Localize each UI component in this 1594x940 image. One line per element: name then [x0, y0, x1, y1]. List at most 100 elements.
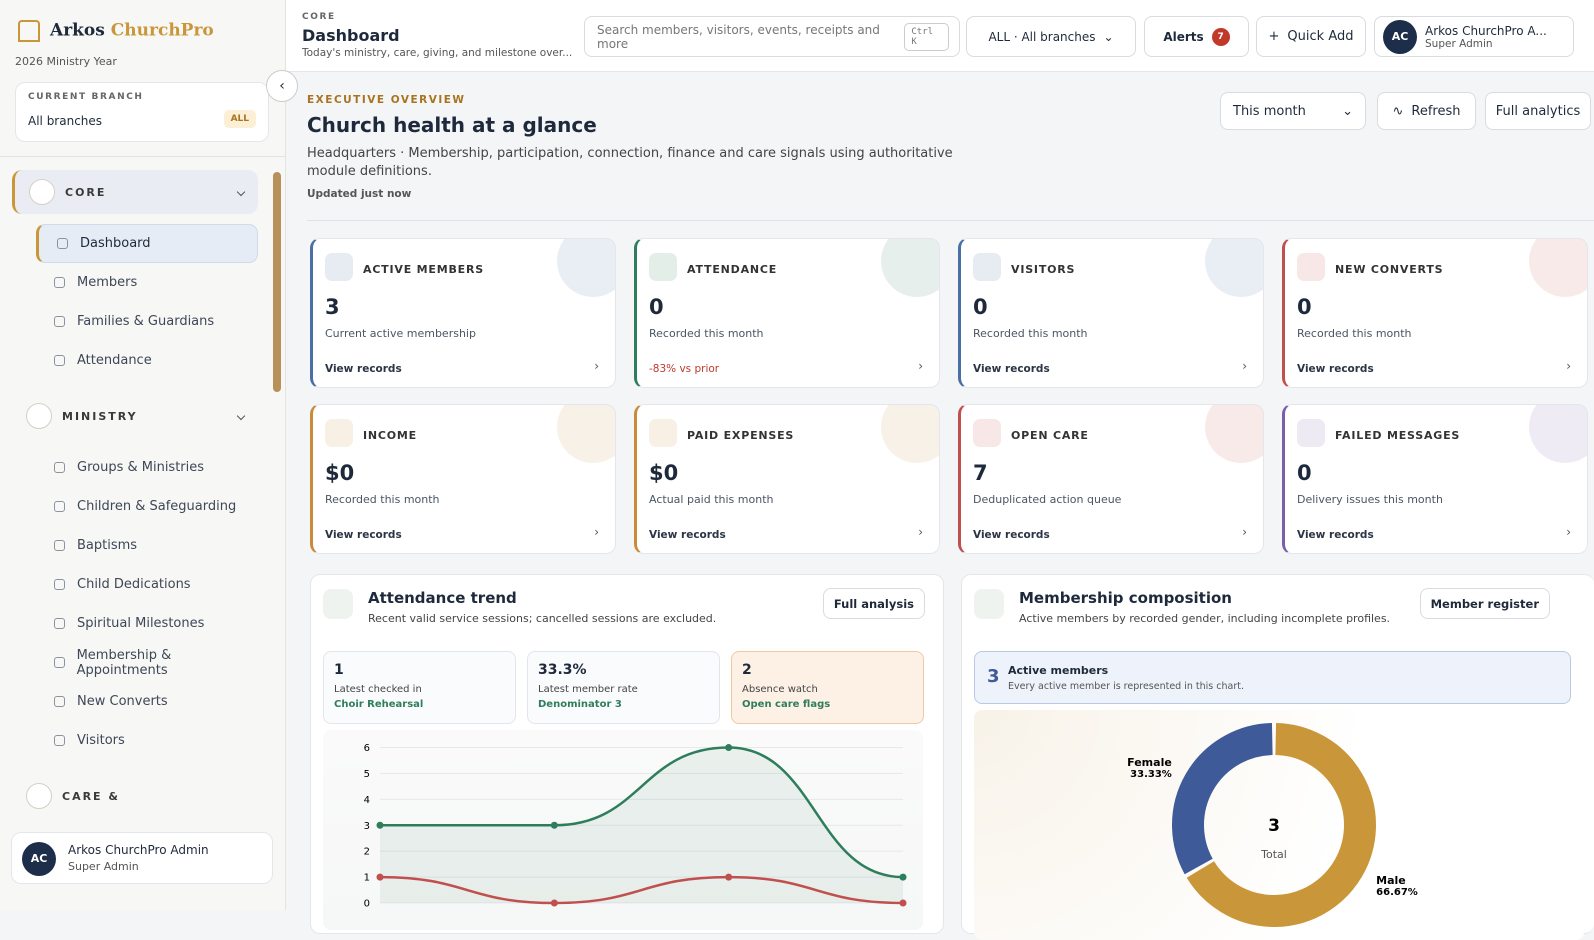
nav-icon — [54, 618, 65, 629]
overview-updated: Updated just now — [307, 188, 412, 200]
kpi-card[interactable]: OPEN CARE 7 Deduplicated action queue View … — [958, 404, 1264, 554]
chevron: › — [918, 525, 923, 539]
nav-icon — [54, 462, 65, 473]
kpi-value: 0 — [1297, 461, 1312, 485]
nav-item[interactable]: Spiritual Milestones — [36, 604, 258, 643]
chevron: › — [1566, 525, 1571, 539]
kpi-icon — [973, 419, 1001, 447]
navigation: CORE Dashboard Members Families & Guardians… — [0, 170, 286, 818]
refresh-label: Refresh — [1411, 103, 1461, 119]
kpi-link[interactable]: View records — [325, 529, 402, 541]
kpi-link[interactable]: View records — [1297, 529, 1374, 541]
kpi-icon — [973, 253, 1001, 281]
quick-add-button[interactable]: + Quick Add — [1256, 16, 1366, 57]
donut-total: 3 — [1268, 816, 1280, 836]
panel-button[interactable]: Full analysis — [822, 588, 925, 619]
nav-section[interactable]: CORE — [12, 170, 258, 214]
kpi-blob — [1529, 239, 1587, 297]
chevron: › — [594, 525, 599, 539]
kpi-label: OPEN CARE — [1011, 429, 1089, 442]
kpi-link[interactable]: View records — [973, 363, 1050, 375]
kpi-card[interactable]: ACTIVE MEMBERS 3 Current active membership… — [310, 238, 616, 388]
nav-item[interactable]: Child Dedications — [36, 565, 258, 604]
y-tick-label: 4 — [364, 795, 370, 806]
user-card[interactable]: AC Arkos ChurchPro Admin Super Admin — [11, 832, 273, 884]
search-box[interactable]: Search members, visitors, events, receip… — [584, 16, 960, 57]
branch-select[interactable]: ALL · All branches ⌄ — [966, 16, 1136, 57]
donut-label: Male — [1376, 874, 1406, 887]
sidebar: Arkos ChurchPro 2026 Ministry Year CURRE… — [0, 0, 298, 910]
kpi-value: 3 — [325, 295, 340, 319]
kpi-label: ATTENDANCE — [687, 263, 778, 276]
nav-item[interactable]: Groups & Ministries — [36, 448, 258, 487]
kpi-card[interactable]: NEW CONVERTS 0 Recorded this month View rec… — [1282, 238, 1588, 388]
kpi-label: NEW CONVERTS — [1335, 263, 1444, 276]
kpi-link[interactable]: View records — [1297, 363, 1374, 375]
nav-item[interactable]: Attendance — [36, 341, 258, 380]
stat-value: 33.3% — [538, 662, 587, 678]
avatar: AC — [22, 842, 56, 876]
nav-icon — [54, 696, 65, 707]
kpi-card[interactable]: VISITORS 0 Recorded this month View records… — [958, 238, 1264, 388]
alerts-button[interactable]: Alerts 7 — [1144, 16, 1249, 57]
kpi-icon — [325, 253, 353, 281]
user-menu[interactable]: AC Arkos ChurchPro A... Super Admin — [1374, 16, 1574, 57]
nav-icon — [54, 316, 65, 327]
user-name: Arkos ChurchPro A... — [1425, 23, 1547, 38]
point — [376, 873, 384, 881]
area — [380, 747, 903, 903]
nav-label: Visitors — [77, 733, 125, 748]
kpi-link[interactable]: View records — [649, 529, 726, 541]
chevron — [236, 187, 246, 197]
panel-button[interactable]: Member register — [1419, 588, 1550, 619]
point — [725, 744, 733, 752]
nav-section[interactable]: MINISTRY — [12, 394, 258, 438]
kpi-card[interactable]: PAID EXPENSES $0 Actual paid this month Vie… — [634, 404, 940, 554]
brand-name: Arkos — [50, 20, 105, 41]
nav-list: Groups & Ministries Children & Safeguardi… — [0, 448, 286, 760]
nav-item[interactable]: Dashboard — [36, 224, 258, 263]
nav-item[interactable]: Visitors — [36, 721, 258, 760]
refresh-button[interactable]: ∿ Refresh — [1377, 92, 1476, 130]
kpi-label: INCOME — [363, 429, 417, 442]
period-select[interactable]: This month ⌄ — [1220, 92, 1366, 130]
topbar: CORE Dashboard Today's ministry, care, g… — [286, 0, 1594, 72]
panel-subtitle: Recent valid service sessions; cancelled… — [368, 612, 717, 625]
chevron: › — [1242, 359, 1247, 373]
kpi-link[interactable]: View records — [973, 529, 1050, 541]
full-analytics-label: Full analytics — [1495, 103, 1581, 119]
line-chart: 0 1 2 3 4 5 6 — [323, 730, 923, 930]
nav-item[interactable]: Children & Safeguarding — [36, 487, 258, 526]
nav-icon — [54, 540, 65, 551]
nav-item[interactable]: New Converts — [36, 682, 258, 721]
kpi-card[interactable]: FAILED MESSAGES 0 Delivery issues this mon… — [1282, 404, 1588, 554]
kpi-card[interactable]: INCOME $0 Recorded this month View records › — [310, 404, 616, 554]
chevron: › — [918, 359, 923, 373]
nav-item[interactable]: Membership & Appointments — [36, 643, 258, 682]
stat-value: 2 — [742, 662, 752, 678]
stat-label: Latest checked in — [334, 684, 422, 695]
collapse-button[interactable]: ‹ — [266, 70, 298, 102]
nav-section-icon — [26, 403, 52, 429]
nav-item[interactable]: Baptisms — [36, 526, 258, 565]
nav-section[interactable]: CARE & — [12, 774, 258, 818]
nav-section-icon — [26, 783, 52, 809]
chevron: › — [594, 359, 599, 373]
kpi-icon — [325, 419, 353, 447]
panel-title: Attendance trend — [368, 589, 517, 607]
nav-item[interactable]: Members — [36, 263, 258, 302]
kpi-blob — [557, 405, 615, 463]
panel-icon — [323, 589, 353, 619]
kpi-link[interactable]: View records — [325, 363, 402, 375]
kpi-card[interactable]: ATTENDANCE 0 Recorded this month -83% vs pr… — [634, 238, 940, 388]
nav-label: Families & Guardians — [77, 314, 215, 329]
point — [550, 899, 558, 907]
nav-item[interactable]: Families & Guardians — [36, 302, 258, 341]
nav-icon — [54, 501, 65, 512]
kpi-value: 0 — [649, 295, 664, 319]
full-analytics-button[interactable]: Full analytics — [1485, 92, 1591, 130]
point — [899, 899, 907, 907]
nav-icon — [54, 657, 65, 668]
branch-card[interactable]: CURRENT BRANCH All branches ALL — [15, 82, 269, 142]
